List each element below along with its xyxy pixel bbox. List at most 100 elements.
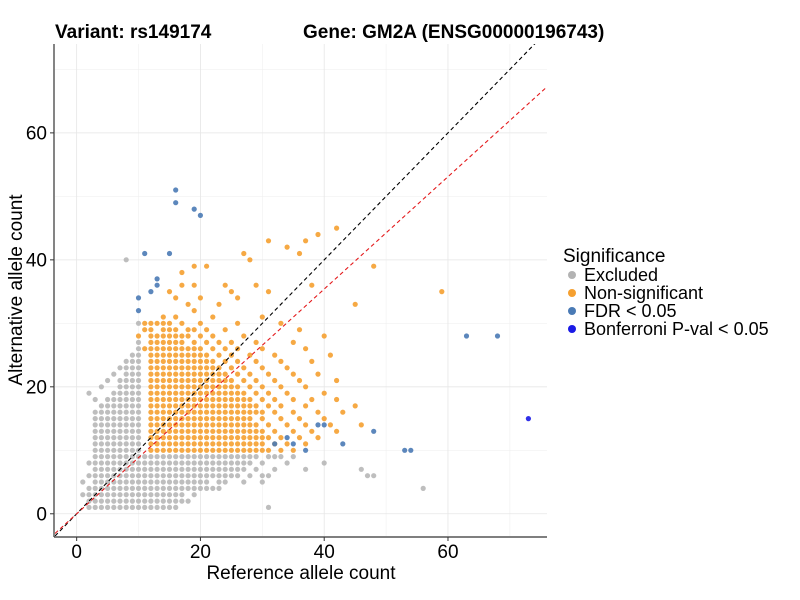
point-non-significant <box>148 422 154 428</box>
point-excluded <box>173 466 179 472</box>
point-non-significant <box>197 447 203 453</box>
point-excluded <box>241 466 247 472</box>
point-non-significant <box>191 371 197 377</box>
point-non-significant <box>228 428 234 434</box>
point-non-significant <box>272 428 278 434</box>
point-excluded <box>148 473 154 479</box>
point-excluded <box>123 396 129 403</box>
point-excluded <box>284 460 290 466</box>
legend-marker <box>568 307 576 315</box>
point-non-significant <box>191 352 197 358</box>
point-non-significant <box>222 409 228 415</box>
point-non-significant <box>247 435 253 441</box>
point-non-significant <box>204 396 210 403</box>
point-excluded <box>148 460 154 466</box>
point-excluded <box>135 454 142 460</box>
point-non-significant <box>352 403 358 409</box>
point-non-significant <box>154 422 160 428</box>
point-excluded <box>105 485 111 491</box>
point-non-significant <box>148 441 154 447</box>
point-excluded <box>210 473 216 479</box>
point-non-significant <box>290 371 296 377</box>
point-fdr-0-05 <box>321 422 327 428</box>
point-non-significant <box>235 396 241 403</box>
point-excluded <box>117 428 123 434</box>
point-excluded <box>173 473 179 479</box>
point-non-significant <box>148 352 154 358</box>
point-non-significant <box>191 346 197 352</box>
point-non-significant <box>185 416 191 422</box>
point-non-significant <box>309 396 315 403</box>
point-excluded <box>154 454 160 460</box>
point-excluded <box>228 473 234 479</box>
point-non-significant <box>309 358 315 364</box>
point-non-significant <box>160 352 166 358</box>
point-non-significant <box>204 339 210 345</box>
point-excluded <box>204 473 210 479</box>
point-non-significant <box>191 327 197 333</box>
point-excluded <box>129 473 135 479</box>
point-non-significant <box>290 339 296 345</box>
point-fdr-0-05 <box>197 212 203 218</box>
point-excluded <box>105 396 111 403</box>
point-excluded <box>111 466 117 472</box>
point-excluded <box>179 479 185 485</box>
point-excluded <box>179 498 185 504</box>
point-non-significant <box>166 422 173 428</box>
point-fdr-0-05 <box>142 250 148 257</box>
point-non-significant <box>154 390 160 396</box>
point-bonferroni-p-val-0-05 <box>525 416 532 422</box>
point-excluded <box>123 479 129 485</box>
point-non-significant <box>216 339 222 345</box>
point-non-significant <box>216 352 222 358</box>
point-excluded <box>92 447 98 453</box>
point-fdr-0-05 <box>166 250 173 257</box>
point-non-significant <box>290 396 296 403</box>
point-excluded <box>123 492 129 498</box>
point-non-significant <box>191 377 197 384</box>
point-excluded <box>105 460 111 466</box>
point-excluded <box>222 479 228 485</box>
point-excluded <box>123 416 129 422</box>
point-non-significant <box>265 238 272 244</box>
point-non-significant <box>315 231 321 238</box>
point-excluded <box>247 473 253 479</box>
point-non-significant <box>235 384 241 390</box>
point-non-significant <box>241 441 247 447</box>
point-non-significant <box>173 422 179 428</box>
point-non-significant <box>241 435 247 441</box>
point-non-significant <box>160 428 166 434</box>
point-excluded <box>235 454 241 460</box>
point-non-significant <box>185 447 191 453</box>
point-non-significant <box>222 403 228 409</box>
point-non-significant <box>321 333 327 339</box>
point-excluded <box>148 466 154 472</box>
point-excluded <box>117 473 123 479</box>
point-fdr-0-05 <box>154 276 160 282</box>
point-non-significant <box>210 358 216 364</box>
point-non-significant <box>204 416 210 422</box>
point-non-significant <box>173 441 179 447</box>
point-excluded <box>135 492 142 498</box>
point-excluded <box>235 473 241 479</box>
point-non-significant <box>216 371 222 377</box>
point-non-significant <box>296 327 303 333</box>
point-non-significant <box>204 263 210 269</box>
point-non-significant <box>179 320 185 326</box>
point-non-significant <box>166 390 173 396</box>
point-excluded <box>117 454 123 460</box>
point-non-significant <box>197 441 203 447</box>
point-excluded <box>111 454 117 460</box>
point-fdr-0-05 <box>408 447 414 453</box>
legend: Significance ExcludedNon-significantFDR … <box>563 246 769 339</box>
point-non-significant <box>148 371 154 377</box>
point-non-significant <box>154 396 160 403</box>
point-non-significant <box>191 339 197 345</box>
point-non-significant <box>222 371 228 377</box>
point-excluded <box>135 377 142 384</box>
point-excluded <box>117 492 123 498</box>
point-non-significant <box>259 409 265 415</box>
point-excluded <box>135 441 142 447</box>
point-excluded <box>185 473 191 479</box>
